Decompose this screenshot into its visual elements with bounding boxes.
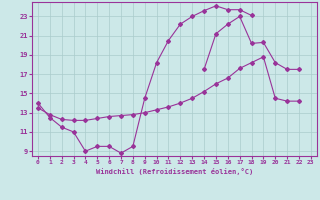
X-axis label: Windchill (Refroidissement éolien,°C): Windchill (Refroidissement éolien,°C) bbox=[96, 168, 253, 175]
